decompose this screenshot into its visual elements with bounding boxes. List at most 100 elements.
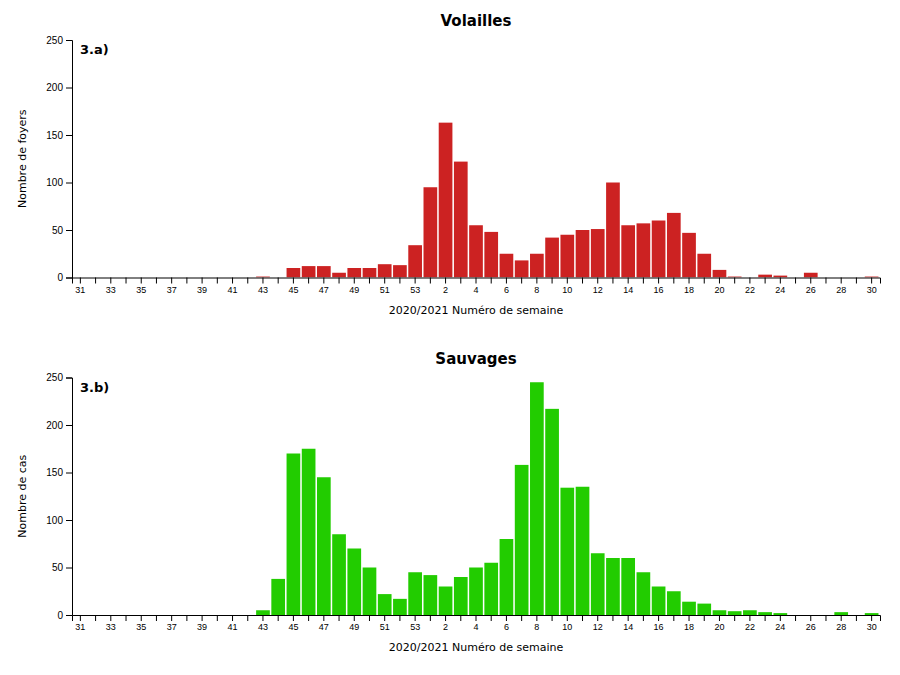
tick-label: 43 bbox=[258, 285, 268, 295]
bar bbox=[484, 563, 498, 615]
tick-mark bbox=[384, 615, 385, 621]
tick-mark bbox=[628, 278, 629, 284]
tick-mark bbox=[658, 615, 659, 621]
bar bbox=[287, 268, 301, 278]
tick-mark bbox=[66, 40, 72, 41]
tick-mark bbox=[658, 278, 659, 284]
tick-mark bbox=[232, 278, 233, 284]
x-tick bbox=[339, 278, 340, 284]
bar bbox=[271, 579, 285, 615]
tick-label: 24 bbox=[775, 622, 785, 632]
bar bbox=[682, 602, 696, 615]
tick-mark bbox=[171, 615, 172, 621]
annotation: 3.b) bbox=[80, 380, 109, 395]
tick-label: 22 bbox=[745, 622, 755, 632]
bar bbox=[393, 599, 407, 615]
x-tick: 39 bbox=[197, 615, 207, 632]
x-tick: 51 bbox=[380, 278, 390, 295]
x-tick: 14 bbox=[623, 615, 633, 632]
y-tick: 100 bbox=[46, 515, 72, 526]
bar bbox=[576, 487, 590, 615]
x-tick bbox=[460, 278, 461, 284]
x-tick bbox=[704, 615, 705, 621]
bar bbox=[469, 225, 483, 277]
tick-label: 4 bbox=[473, 285, 478, 295]
x-tick bbox=[825, 278, 826, 284]
tick-label: 14 bbox=[623, 622, 633, 632]
x-tick bbox=[156, 278, 157, 284]
bar bbox=[317, 477, 331, 615]
x-tick: 26 bbox=[806, 615, 816, 632]
tick-label: 250 bbox=[46, 372, 63, 383]
chart-svg: 3133353739414345474951532468101214161820… bbox=[0, 0, 900, 675]
tick-mark bbox=[749, 615, 750, 621]
x-tick: 10 bbox=[562, 278, 572, 295]
y-tick: 100 bbox=[46, 177, 72, 188]
x-tick bbox=[521, 278, 522, 284]
x-tick bbox=[339, 615, 340, 621]
x-axis-title: 2020/2021 Numéro de semaine bbox=[389, 304, 564, 317]
bar bbox=[819, 615, 833, 616]
x-tick: 53 bbox=[410, 615, 420, 632]
tick-label: 12 bbox=[593, 622, 603, 632]
bar bbox=[347, 549, 361, 616]
tick-mark bbox=[217, 278, 218, 284]
tick-mark bbox=[491, 278, 492, 284]
bar bbox=[606, 558, 620, 615]
x-tick bbox=[673, 278, 674, 284]
y-tick: 250 bbox=[46, 35, 72, 46]
tick-label: 28 bbox=[836, 622, 846, 632]
tick-label: 0 bbox=[57, 272, 63, 283]
tick-mark bbox=[597, 278, 598, 284]
bar bbox=[621, 558, 635, 615]
tick-label: 20 bbox=[714, 622, 724, 632]
tick-mark bbox=[66, 473, 72, 474]
x-tick bbox=[430, 615, 431, 621]
x-tick bbox=[278, 615, 279, 621]
bar bbox=[332, 273, 346, 278]
bar bbox=[408, 572, 422, 615]
tick-mark bbox=[80, 278, 81, 284]
tick-label: 200 bbox=[46, 82, 63, 93]
bar bbox=[119, 615, 133, 616]
bar bbox=[241, 277, 255, 278]
tick-mark bbox=[825, 615, 826, 621]
tick-mark bbox=[415, 615, 416, 621]
x-tick bbox=[247, 278, 248, 284]
tick-label: 47 bbox=[319, 622, 329, 632]
bar bbox=[454, 162, 468, 278]
tick-label: 33 bbox=[106, 285, 116, 295]
tick-label: 14 bbox=[623, 285, 633, 295]
x-tick bbox=[126, 615, 127, 621]
tick-mark bbox=[856, 615, 857, 621]
x-tick: 6 bbox=[504, 278, 509, 295]
tick-mark bbox=[95, 615, 96, 621]
tick-mark bbox=[673, 278, 674, 284]
tick-mark bbox=[491, 615, 492, 621]
bar bbox=[119, 277, 133, 278]
tick-mark bbox=[597, 615, 598, 621]
tick-mark bbox=[567, 278, 568, 284]
bar bbox=[667, 591, 681, 615]
y-axis-title: Nombre de cas bbox=[16, 454, 29, 537]
x-tick: 8 bbox=[534, 615, 539, 632]
bar bbox=[637, 572, 651, 615]
tick-label: 31 bbox=[75, 285, 85, 295]
x-tick bbox=[430, 278, 431, 284]
tick-mark bbox=[734, 278, 735, 284]
x-tick: 33 bbox=[106, 278, 116, 295]
bar bbox=[469, 568, 483, 616]
x-tick bbox=[217, 278, 218, 284]
tick-label: 49 bbox=[349, 622, 359, 632]
bar bbox=[560, 488, 574, 615]
tick-mark bbox=[308, 278, 309, 284]
tick-mark bbox=[339, 278, 340, 284]
bar bbox=[713, 610, 727, 615]
bar bbox=[515, 260, 529, 277]
bar bbox=[530, 382, 544, 615]
bar bbox=[850, 277, 864, 278]
x-tick: 47 bbox=[319, 278, 329, 295]
tick-mark bbox=[628, 615, 629, 621]
tick-mark bbox=[476, 278, 477, 284]
bar bbox=[104, 615, 118, 616]
